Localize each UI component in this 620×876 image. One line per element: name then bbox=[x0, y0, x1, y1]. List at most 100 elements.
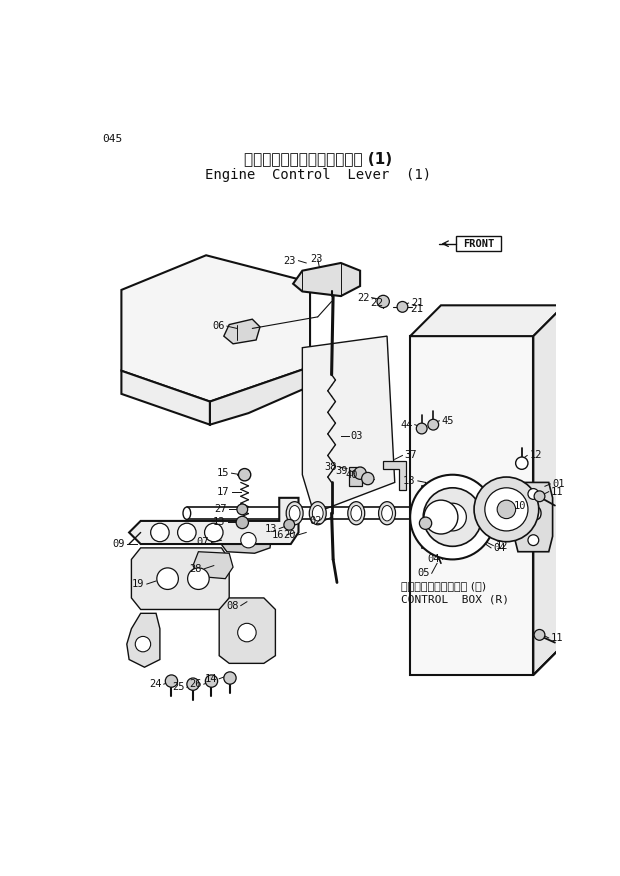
Text: 06: 06 bbox=[212, 321, 224, 331]
Text: 12: 12 bbox=[495, 540, 508, 550]
Text: 04: 04 bbox=[494, 543, 506, 553]
Text: 08: 08 bbox=[226, 601, 239, 611]
Polygon shape bbox=[131, 548, 229, 610]
Polygon shape bbox=[348, 467, 363, 486]
Polygon shape bbox=[122, 255, 310, 401]
Text: 09: 09 bbox=[112, 539, 125, 549]
Circle shape bbox=[239, 469, 250, 481]
Circle shape bbox=[236, 516, 249, 528]
Text: 16: 16 bbox=[272, 530, 285, 540]
Text: 20: 20 bbox=[284, 530, 296, 540]
Polygon shape bbox=[219, 598, 275, 663]
Polygon shape bbox=[383, 461, 406, 490]
Ellipse shape bbox=[286, 502, 303, 525]
Text: 38: 38 bbox=[324, 462, 337, 472]
Circle shape bbox=[534, 491, 545, 502]
Circle shape bbox=[416, 423, 427, 434]
Text: 12: 12 bbox=[529, 450, 542, 461]
Polygon shape bbox=[122, 371, 210, 425]
Circle shape bbox=[187, 678, 199, 690]
Text: 22: 22 bbox=[370, 298, 383, 307]
Circle shape bbox=[188, 568, 209, 590]
Text: 21: 21 bbox=[410, 304, 423, 314]
Text: エンジンコントロールレバー (1): エンジンコントロールレバー (1) bbox=[244, 152, 392, 166]
Text: 13: 13 bbox=[213, 518, 225, 527]
Text: 02: 02 bbox=[309, 516, 322, 526]
Ellipse shape bbox=[533, 507, 541, 519]
Circle shape bbox=[528, 489, 539, 499]
Polygon shape bbox=[224, 319, 260, 343]
Ellipse shape bbox=[312, 505, 323, 521]
Text: 44: 44 bbox=[400, 420, 412, 429]
Circle shape bbox=[157, 568, 179, 590]
Circle shape bbox=[205, 523, 223, 541]
Polygon shape bbox=[533, 306, 564, 675]
Text: 13: 13 bbox=[265, 524, 277, 533]
Text: 19: 19 bbox=[132, 579, 144, 589]
Circle shape bbox=[237, 504, 247, 515]
Text: 40: 40 bbox=[345, 470, 358, 480]
Circle shape bbox=[410, 475, 495, 560]
Text: 01: 01 bbox=[552, 479, 565, 489]
Circle shape bbox=[534, 630, 545, 640]
Ellipse shape bbox=[348, 502, 365, 525]
Text: コントロールボックス (右): コントロールボックス (右) bbox=[401, 581, 486, 591]
Circle shape bbox=[166, 675, 177, 688]
Circle shape bbox=[361, 472, 374, 484]
Text: 28: 28 bbox=[190, 563, 202, 574]
Text: 07: 07 bbox=[197, 538, 209, 548]
Circle shape bbox=[284, 519, 294, 530]
Text: 045: 045 bbox=[102, 134, 122, 145]
Text: Engine  Control  Lever  (1): Engine Control Lever (1) bbox=[205, 168, 431, 182]
Circle shape bbox=[237, 624, 256, 642]
Polygon shape bbox=[422, 486, 460, 548]
Circle shape bbox=[497, 500, 516, 519]
Circle shape bbox=[516, 457, 528, 470]
Text: 24: 24 bbox=[149, 679, 161, 689]
Circle shape bbox=[485, 488, 528, 531]
Polygon shape bbox=[129, 498, 298, 544]
Polygon shape bbox=[303, 336, 395, 513]
Circle shape bbox=[397, 301, 408, 312]
Ellipse shape bbox=[382, 505, 392, 521]
Ellipse shape bbox=[183, 507, 191, 519]
Text: 11: 11 bbox=[551, 633, 564, 643]
Text: 15: 15 bbox=[217, 468, 229, 478]
Text: 03: 03 bbox=[351, 431, 363, 442]
Text: CONTROL  BOX (R): CONTROL BOX (R) bbox=[401, 594, 509, 604]
Ellipse shape bbox=[351, 505, 361, 521]
Ellipse shape bbox=[379, 502, 396, 525]
Ellipse shape bbox=[309, 502, 326, 525]
Polygon shape bbox=[410, 336, 533, 675]
Polygon shape bbox=[456, 236, 501, 251]
Text: 05: 05 bbox=[417, 569, 430, 578]
Text: 39: 39 bbox=[335, 466, 348, 476]
Circle shape bbox=[241, 533, 256, 548]
Circle shape bbox=[205, 675, 218, 688]
Polygon shape bbox=[220, 527, 272, 554]
Text: 17: 17 bbox=[217, 487, 229, 497]
Text: 18: 18 bbox=[403, 476, 415, 486]
Circle shape bbox=[423, 488, 482, 547]
Text: 26: 26 bbox=[189, 679, 202, 689]
Ellipse shape bbox=[290, 505, 300, 521]
Circle shape bbox=[177, 523, 196, 541]
Text: 27: 27 bbox=[215, 505, 227, 514]
Polygon shape bbox=[210, 367, 310, 425]
Text: 21: 21 bbox=[411, 298, 423, 308]
Circle shape bbox=[424, 500, 458, 534]
Text: 37: 37 bbox=[405, 450, 417, 461]
Polygon shape bbox=[193, 552, 233, 579]
Polygon shape bbox=[410, 306, 564, 336]
Text: 22: 22 bbox=[357, 293, 370, 302]
Circle shape bbox=[528, 534, 539, 546]
Text: 23: 23 bbox=[310, 254, 322, 265]
Circle shape bbox=[428, 420, 438, 430]
Polygon shape bbox=[126, 613, 160, 668]
Circle shape bbox=[151, 523, 169, 541]
Text: 10: 10 bbox=[514, 500, 526, 511]
Circle shape bbox=[377, 295, 389, 307]
Polygon shape bbox=[293, 263, 360, 296]
Circle shape bbox=[135, 637, 151, 652]
Circle shape bbox=[224, 672, 236, 684]
